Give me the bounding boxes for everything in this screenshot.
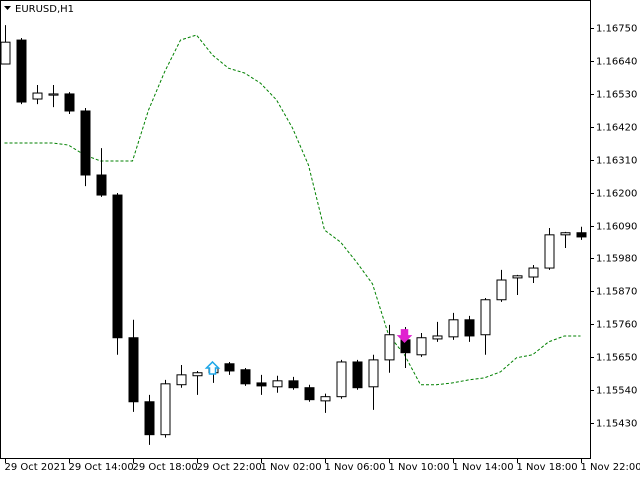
candle-body (448, 319, 459, 338)
candle-body (544, 234, 555, 269)
candle-body (560, 232, 571, 236)
candle-body (272, 380, 283, 388)
chart-title: EURUSD,H1 (15, 4, 74, 15)
y-tick-label: 1.15540 (596, 386, 637, 397)
plot-area (0, 25, 587, 445)
candle-body (112, 194, 123, 339)
y-tick-label: 1.16640 (596, 57, 637, 68)
candle-body (352, 361, 363, 389)
x-tick-label: 1 Nov 02:00 (261, 462, 322, 473)
y-tick-label: 1.15430 (596, 419, 637, 430)
candle-body (304, 387, 315, 401)
candle-body (144, 401, 155, 436)
y-tick-label: 1.16090 (596, 222, 637, 233)
signal-arrow (204, 360, 221, 375)
y-tick-label: 1.15980 (596, 254, 637, 265)
candle-body (480, 299, 491, 336)
candle-body (176, 374, 187, 386)
candle-body (416, 337, 427, 356)
candle-body (464, 319, 475, 337)
x-tick-label: 1 Nov 10:00 (389, 462, 450, 473)
y-tick-label: 1.16420 (596, 123, 637, 134)
candle-body (576, 232, 587, 238)
y-tick-label: 1.15760 (596, 320, 637, 331)
candle-body (432, 335, 443, 340)
candle-body (16, 39, 27, 103)
y-tick-label: 1.15870 (596, 287, 637, 298)
candle-body (528, 267, 539, 278)
indicator-line (4, 34, 581, 386)
candle-body (384, 334, 395, 361)
candle-body (320, 396, 331, 402)
candle-body (512, 275, 523, 279)
candle-body (368, 359, 379, 388)
x-tick-label: 1 Nov 06:00 (325, 462, 386, 473)
y-tick-label: 1.15650 (596, 353, 637, 364)
x-tick-label: 29 Oct 18:00 (133, 462, 198, 473)
candle-body (336, 361, 347, 398)
candle-body (160, 383, 171, 436)
x-tick-label: 1 Nov 14:00 (453, 462, 514, 473)
symbol-menu-icon[interactable] (4, 6, 11, 10)
candle-body (496, 279, 507, 301)
candle-body (48, 93, 59, 96)
y-tick-label: 1.16530 (596, 90, 637, 101)
candle-body (80, 110, 91, 176)
plot-frame (0, 0, 591, 459)
candle-body (128, 337, 139, 403)
y-tick-label: 1.16310 (596, 156, 637, 167)
candle-body (64, 93, 75, 112)
candle-body (240, 369, 251, 385)
x-tick-label: 29 Oct 2021 (5, 462, 67, 473)
candle-body (96, 174, 107, 196)
candle-body (192, 372, 203, 377)
y-tick-label: 1.16200 (596, 189, 637, 200)
x-tick-label: 29 Oct 14:00 (69, 462, 134, 473)
candle-body (288, 380, 299, 389)
candle-body (224, 363, 235, 372)
candle-body (256, 382, 267, 387)
x-tick-label: 1 Nov 18:00 (517, 462, 578, 473)
candle-body (32, 92, 43, 100)
x-tick-label: 1 Nov 22:00 (581, 462, 640, 473)
x-tick-label: 29 Oct 22:00 (197, 462, 262, 473)
signal-arrow (396, 329, 413, 343)
y-tick-label: 1.16750 (596, 24, 637, 35)
candle-body (0, 41, 11, 65)
